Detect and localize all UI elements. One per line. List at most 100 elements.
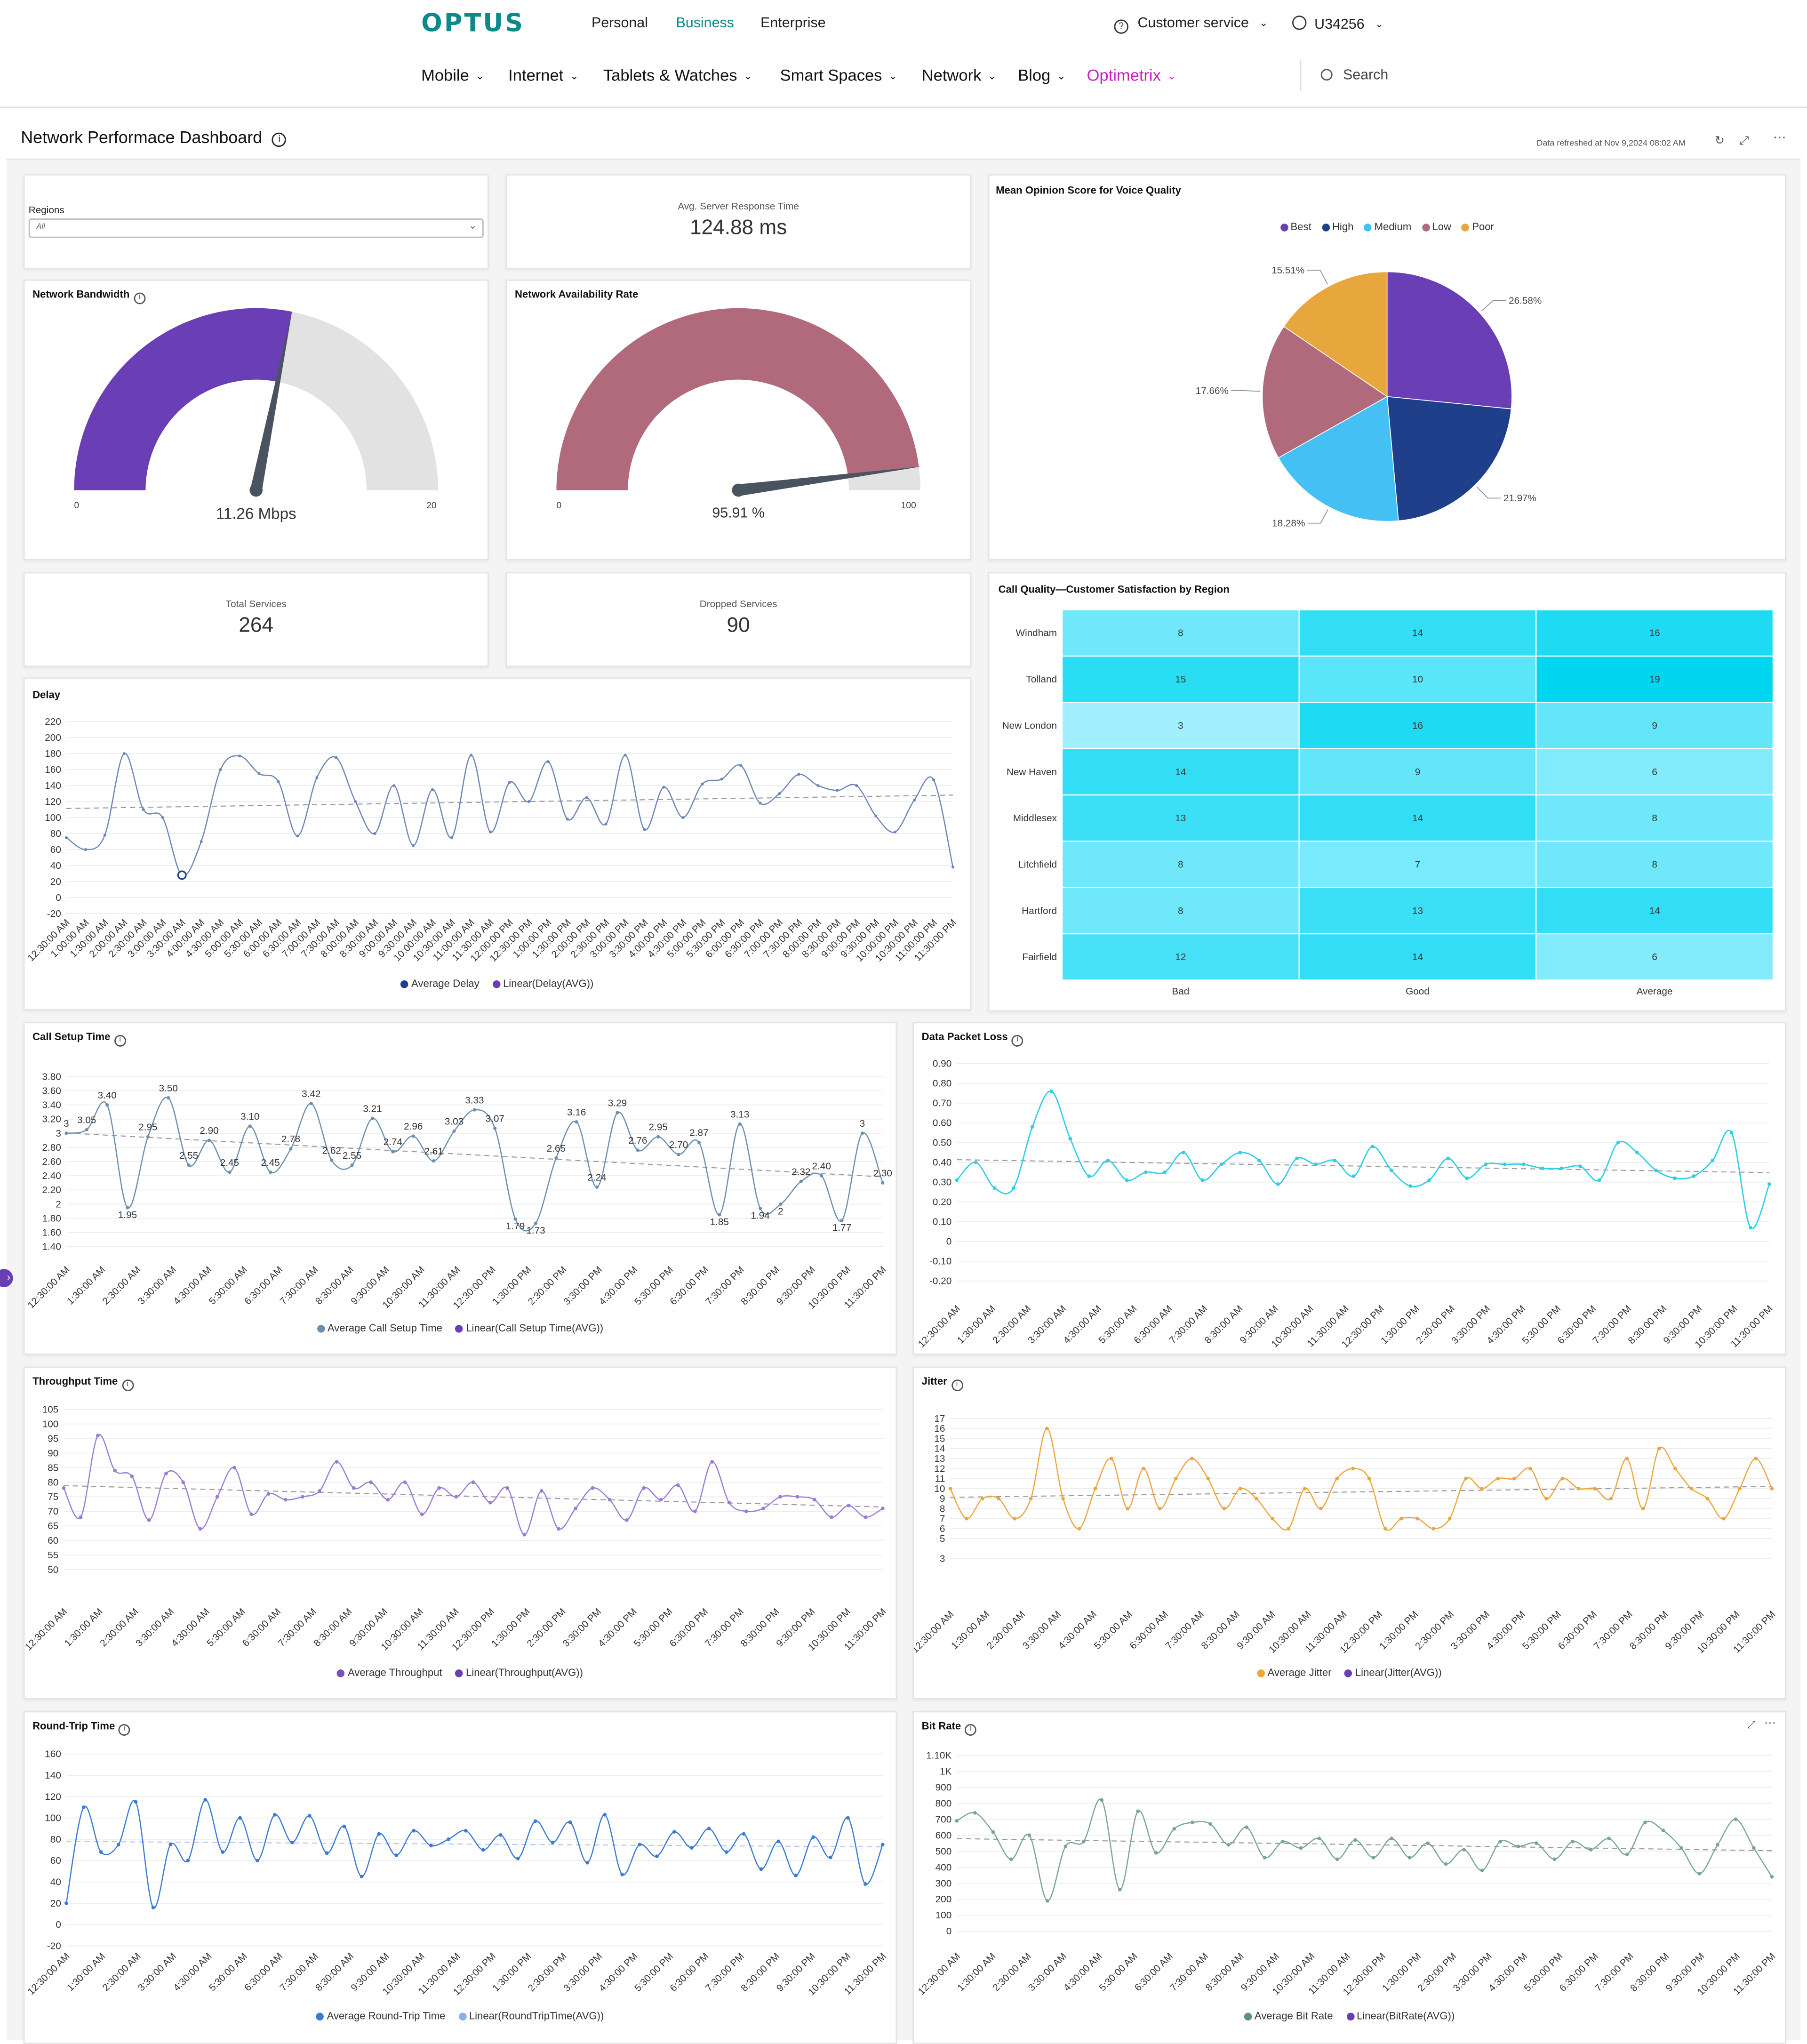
search-box[interactable]: Search [1320,68,1388,83]
user-id: U34256 [1314,16,1365,33]
data-point [1770,1487,1774,1491]
data-point [681,816,685,819]
nav-blog[interactable]: Blog ⌄ [1018,66,1065,85]
customer-service-menu[interactable]: ? Customer service ⌄ [1114,16,1268,34]
data-point [1271,1516,1275,1521]
nav-network[interactable]: Network ⌄ [922,66,997,85]
data-point [1390,1836,1393,1841]
info-icon[interactable]: i [119,1724,131,1736]
data-point [289,1147,293,1151]
data-point [864,1515,868,1519]
nav-tablets-watches[interactable]: Tablets & Watches ⌄ [603,66,752,85]
data-point [761,1507,765,1510]
info-icon[interactable]: i [965,1724,977,1736]
data-point [707,1827,711,1831]
x-tick-label: 8:30:00 AM [1203,1951,1246,1993]
packet-loss-title-text: Data Packet Loss [921,1031,1008,1043]
info-icon[interactable]: i [114,1035,126,1047]
toplink-business[interactable]: Business [676,16,734,32]
data-point [1351,1174,1356,1178]
expand-icon[interactable]: ⤢ [1739,134,1749,147]
legend-item[interactable]: Average Delay [400,978,480,989]
expand-icon[interactable]: ⤢ [1747,1719,1756,1731]
y-tick-label: 60 [48,1535,58,1546]
data-point [997,1497,1001,1501]
legend-item[interactable]: Linear(BitRate(AVG)) [1346,2010,1455,2022]
y-tick-label: 16 [934,1423,945,1434]
data-point [256,1859,259,1863]
data-point [795,1495,800,1499]
heatmap-row-label: New London [1002,720,1057,731]
legend-item[interactable]: Best [1280,221,1311,233]
nav-smart-spaces[interactable]: Smart Spaces ⌄ [780,66,897,85]
data-point [1592,1487,1597,1491]
heatmap-col-label: Good [1406,986,1430,997]
data-point [608,1498,612,1502]
regions-select[interactable]: All ⌄ [28,218,484,238]
dashboard-header: Network Performace Dashboard i Data refr… [6,114,1801,160]
legend-item[interactable]: Medium [1364,221,1411,233]
legend-item[interactable]: Linear(Delay(AVG)) [492,978,593,989]
data-point [1011,1186,1015,1190]
legend-item[interactable]: Average Jitter [1257,1667,1332,1679]
bandwidth-min: 0 [74,502,80,511]
data-point [616,1111,619,1114]
data-point [1295,1156,1299,1161]
more-options-icon[interactable]: ⋯ [1764,1716,1776,1730]
x-tick-label: 1:30:00 AM [949,1609,991,1651]
throughput-title-text: Throughput Time [32,1375,118,1387]
nav-internet[interactable]: Internet ⌄ [508,66,578,85]
nav-network-label: Network [921,66,982,85]
data-point [1063,1844,1068,1849]
chevron-down-icon: ⌄ [744,70,752,82]
y-tick-label: 3 [940,1554,945,1564]
data-point [1013,1516,1017,1521]
data-point [778,1495,783,1499]
data-point [1383,1527,1387,1531]
trend-line [66,794,953,809]
y-tick-label: 1.10K [926,1750,951,1761]
y-tick-label: 200 [935,1894,952,1905]
data-point [1625,1852,1629,1857]
nav-mobile[interactable]: Mobile ⌄ [421,66,484,85]
info-icon[interactable]: i [951,1379,963,1391]
pie-slice [1262,326,1388,458]
legend-item[interactable]: Linear(RoundTripTime(AVG)) [458,2010,604,2022]
info-icon[interactable]: i [121,1379,134,1391]
jitter-title: Jitter i [922,1376,963,1391]
legend-item[interactable]: Low [1422,221,1451,233]
refresh-icon[interactable]: ↻ [1714,134,1725,147]
data-point [1498,1840,1502,1844]
legend-item[interactable]: Linear(Call Setup Time(AVG)) [456,1323,603,1334]
nav-smart-spaces-label: Smart Spaces [780,66,882,85]
info-icon[interactable]: i [1012,1035,1023,1047]
data-point [1641,1507,1645,1511]
legend-item[interactable]: Average Throughput [337,1667,442,1679]
legend-item[interactable]: Linear(Jitter(AVG)) [1344,1667,1442,1679]
info-icon[interactable]: i [272,132,287,147]
data-point [1512,1476,1516,1481]
toplink-personal[interactable]: Personal [591,16,648,32]
series-line [66,753,954,876]
data-point [794,1874,798,1877]
toplink-enterprise[interactable]: Enterprise [760,16,826,32]
data-point [1609,1497,1613,1501]
data-point [296,834,299,838]
user-menu[interactable]: U34256 ⌄ [1292,16,1383,32]
info-icon[interactable]: i [133,292,145,305]
optus-logo[interactable]: OPTUS [421,9,525,38]
customer-service-label: Customer service [1137,16,1249,32]
legend-item[interactable]: Poor [1462,221,1494,233]
legend-item[interactable]: Average Bit Rate [1244,2010,1333,2022]
legend-item[interactable]: Average Round-Trip Time [316,2010,445,2022]
data-point [1029,1497,1033,1501]
legend-item[interactable]: Average Call Setup Time [317,1323,442,1334]
data-point [533,1819,537,1823]
legend-item[interactable]: High [1321,221,1353,233]
data-point [1353,1838,1357,1842]
more-options-icon[interactable]: ⋯ [1773,131,1786,146]
nav-optimetrix[interactable]: Optimetrix ⌄ [1087,66,1176,85]
legend-item[interactable]: Linear(Throughput(AVG)) [455,1667,583,1679]
data-label: 1.79 [506,1221,525,1232]
heatmap-col-label: Average [1637,986,1673,997]
